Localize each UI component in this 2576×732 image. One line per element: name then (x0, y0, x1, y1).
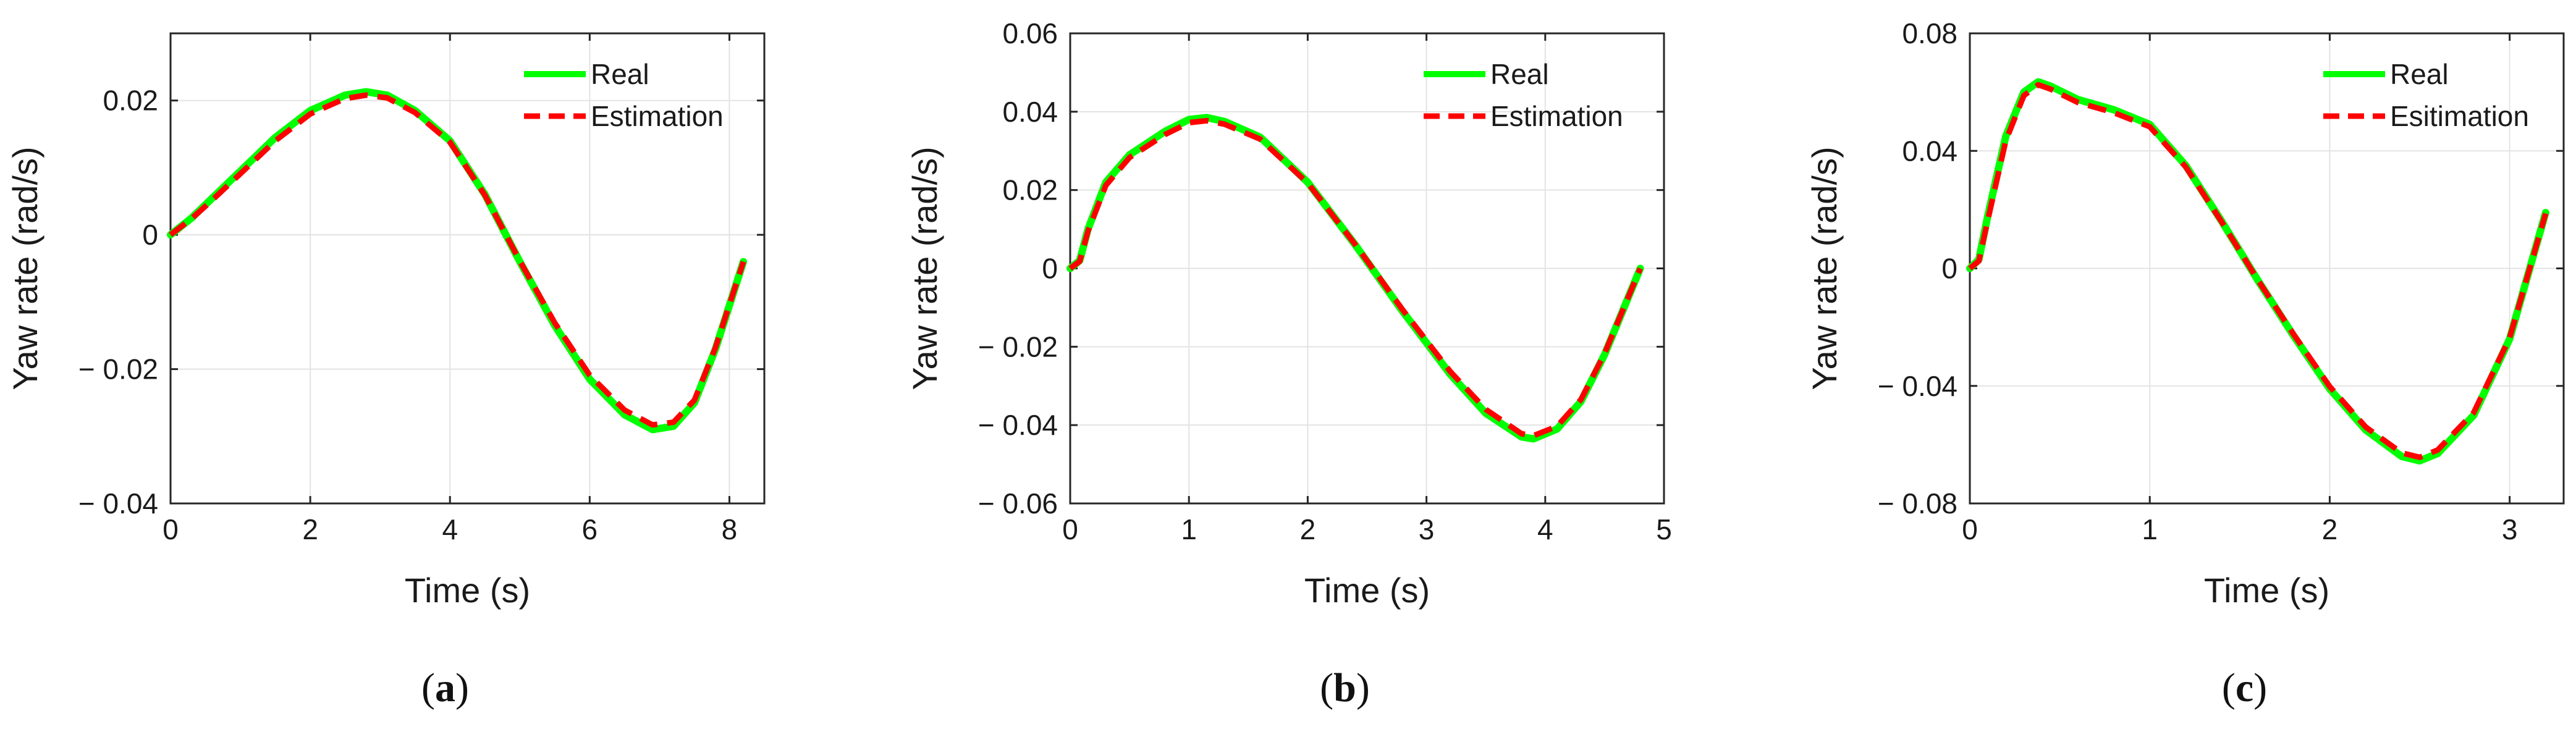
panel-a-caption-label: (a) (421, 665, 469, 710)
panel-a-xtick-label-1: 2 (302, 513, 318, 545)
panel-c-legend-label-real: Real (2390, 58, 2449, 90)
panel-c-ticks (1969, 32, 2564, 505)
panel-a-series-line-estimation (169, 92, 746, 428)
panel-c-ytick-label-2: 0 (1941, 253, 1957, 285)
panel-a-caption-letter: a (435, 665, 455, 710)
panel-a-legend: Real Estimation (524, 58, 724, 132)
panel-c-xtick-labels: 0 1 2 3 (1962, 513, 2517, 545)
panel-b-ytick-label-3: 0 (1042, 253, 1058, 285)
panel-a-xtick-label-2: 4 (442, 513, 458, 545)
panel-c-series-line-real (1966, 78, 2549, 465)
panel-c-series-lines (1966, 78, 2549, 465)
panel-b-xtick-labels: 0 1 2 3 4 5 (1062, 513, 1672, 545)
panel-a-xtick-labels: 0 2 4 6 8 (163, 513, 737, 545)
panel-a-xtick-label-3: 6 (582, 513, 598, 545)
panel-a-legend-label-real: Real (591, 58, 649, 90)
panel-b-series-line-estimation (1068, 117, 1643, 439)
panel-c-x-axis-label: Time (s) (2204, 571, 2329, 610)
panel-a-xtick-label-0: 0 (163, 513, 179, 545)
panel-b-xtick-label-3: 3 (1419, 513, 1435, 545)
panel-c-caption-label: (c) (2222, 665, 2267, 710)
panel-a-y-axis-label: Yaw rate (rad/s) (6, 146, 44, 390)
panel-b-xtick-label-2: 2 (1300, 513, 1316, 545)
panel-c-ytick-label-0: − 0.08 (1878, 487, 1957, 520)
panel-c: 0 1 2 3 − 0.08 − 0.04 0 0.04 0.08 Real Esitimat… (1805, 17, 2565, 710)
panel-c-ytick-labels: − 0.08 − 0.04 0 0.04 0.08 (1878, 17, 1957, 520)
panel-a-series-lines (167, 88, 748, 434)
panel-b-ytick-label-2: − 0.02 (978, 330, 1058, 363)
panel-a-series-line-real (167, 88, 748, 434)
panel-b-xtick-label-0: 0 (1062, 513, 1078, 545)
panel-c-y-axis-label: Yaw rate (rad/s) (1805, 146, 1844, 390)
panel-b-y-axis-label: Yaw rate (rad/s) (905, 146, 944, 390)
panel-a-x-axis-label: Time (s) (405, 571, 530, 610)
panel-c-ytick-label-4: 0.08 (1902, 17, 1957, 49)
panel-b-ytick-label-6: 0.06 (1002, 17, 1058, 49)
panel-c-legend-label-estimation: Esitimation (2390, 100, 2529, 132)
panel-b-xtick-label-4: 4 (1537, 513, 1553, 545)
panel-b-xtick-label-1: 1 (1181, 513, 1197, 545)
panel-b-ytick-label-1: − 0.04 (978, 409, 1058, 441)
panel-a-ytick-label-2: 0 (142, 219, 158, 251)
panel-a-ytick-label-0: − 0.04 (78, 487, 158, 520)
panel-b: 0 1 2 3 4 5 − 0.06 − 0.04 − 0.02 0 0.02 0.04 0.06 R… (905, 17, 1672, 710)
panel-b-caption-label: (b) (1320, 665, 1370, 710)
panel-b-legend-label-estimation: Estimation (1490, 100, 1623, 132)
panel-b-series-lines (1066, 114, 1644, 443)
panel-b-ytick-labels: − 0.06 − 0.04 − 0.02 0 0.02 0.04 0.06 (978, 17, 1058, 520)
panel-c-caption-letter: c (2236, 665, 2253, 710)
panel-a-ytick-labels: − 0.04 − 0.02 0 0.02 (78, 85, 158, 520)
panel-b-series-line-real (1066, 114, 1644, 443)
panel-b-ytick-label-0: − 0.06 (978, 487, 1058, 520)
panel-b-legend-label-real: Real (1490, 58, 1549, 90)
panel-b-ytick-label-4: 0.02 (1002, 174, 1058, 206)
panel-b-x-axis-label: Time (s) (1304, 571, 1430, 610)
panel-b-ticks (1069, 32, 1665, 505)
panel-c-xtick-label-3: 3 (2502, 513, 2518, 545)
panel-b-caption-letter: b (1333, 665, 1356, 710)
panel-a-xtick-label-4: 8 (722, 513, 738, 545)
panel-a-legend-label-estimation: Estimation (591, 100, 724, 132)
panel-c-xtick-label-0: 0 (1962, 513, 1978, 545)
panel-c-ytick-label-1: − 0.04 (1878, 370, 1957, 402)
panel-a-ytick-label-1: − 0.02 (78, 353, 158, 385)
panel-c-xtick-label-2: 2 (2322, 513, 2338, 545)
panel-a-axes-box (169, 32, 766, 505)
panel-a-ytick-label-3: 0.02 (103, 85, 158, 117)
panel-c-series-line-esitimation (1968, 82, 2549, 460)
panel-b-xtick-label-5: 5 (1656, 513, 1672, 545)
panel-c-ytick-label-3: 0.04 (1902, 135, 1957, 167)
panel-b-legend: Real Estimation (1424, 58, 1623, 132)
panel-c-xtick-label-1: 1 (2142, 513, 2158, 545)
panel-b-ytick-label-5: 0.04 (1002, 96, 1058, 128)
panel-c-legend: Real Esitimation (2323, 58, 2529, 132)
